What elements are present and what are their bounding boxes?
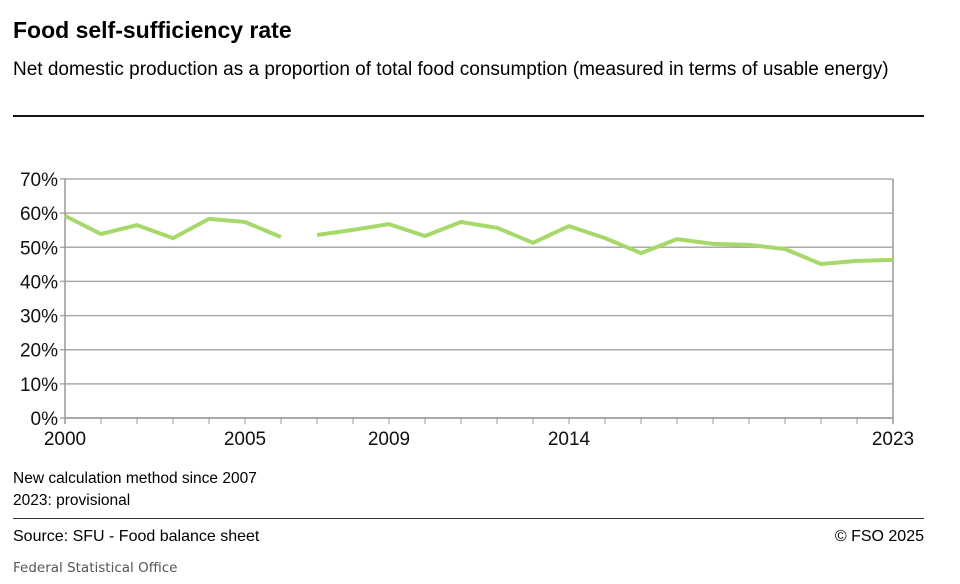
chart-title: Food self-sufficiency rate [13,17,292,43]
y-tick-label: 70% [20,170,58,191]
header-divider [13,115,924,117]
series-line-1 [64,214,282,241]
y-tick-label: 10% [20,375,58,396]
footer-divider [13,518,924,519]
y-tick-label: 40% [20,272,58,293]
y-tick-label: 50% [20,238,58,259]
x-tick-label: 2000 [44,429,86,450]
note-calculation-method: New calculation method since 2007 [13,470,257,487]
chart-subtitle: Net domestic production as a proportion … [13,59,889,80]
tick-labels: 0% 10% 20% 30% 40% 50% 60% 70% 2000 2005 2009 2014 2… [20,170,914,450]
source-text: Source: SFU - Food balance sheet [13,528,260,545]
axes [64,179,894,424]
y-tick-label: 60% [20,204,58,225]
note-provisional: 2023: provisional [13,492,131,509]
copyright-text: © FSO 2025 [834,528,924,545]
line-chart: 0% 10% 20% 30% 40% 50% 60% 70% 2000 2005 2009 2014 2… [20,170,914,450]
y-tick-label: 30% [20,307,58,328]
x-tick-label: 2023 [872,429,914,450]
series-lines [64,214,894,266]
y-tick-label: 20% [20,341,58,362]
x-tick-label: 2005 [224,429,266,450]
gridlines [60,178,893,419]
organization-name: Federal Statistical Office [13,560,178,576]
x-tick-label: 2009 [368,429,410,450]
chart-notes: New calculation method since 2007 2023: … [13,468,257,512]
y-tick-label: 0% [31,409,59,430]
series-line-2 [316,220,894,266]
x-tick-label: 2014 [548,429,591,450]
